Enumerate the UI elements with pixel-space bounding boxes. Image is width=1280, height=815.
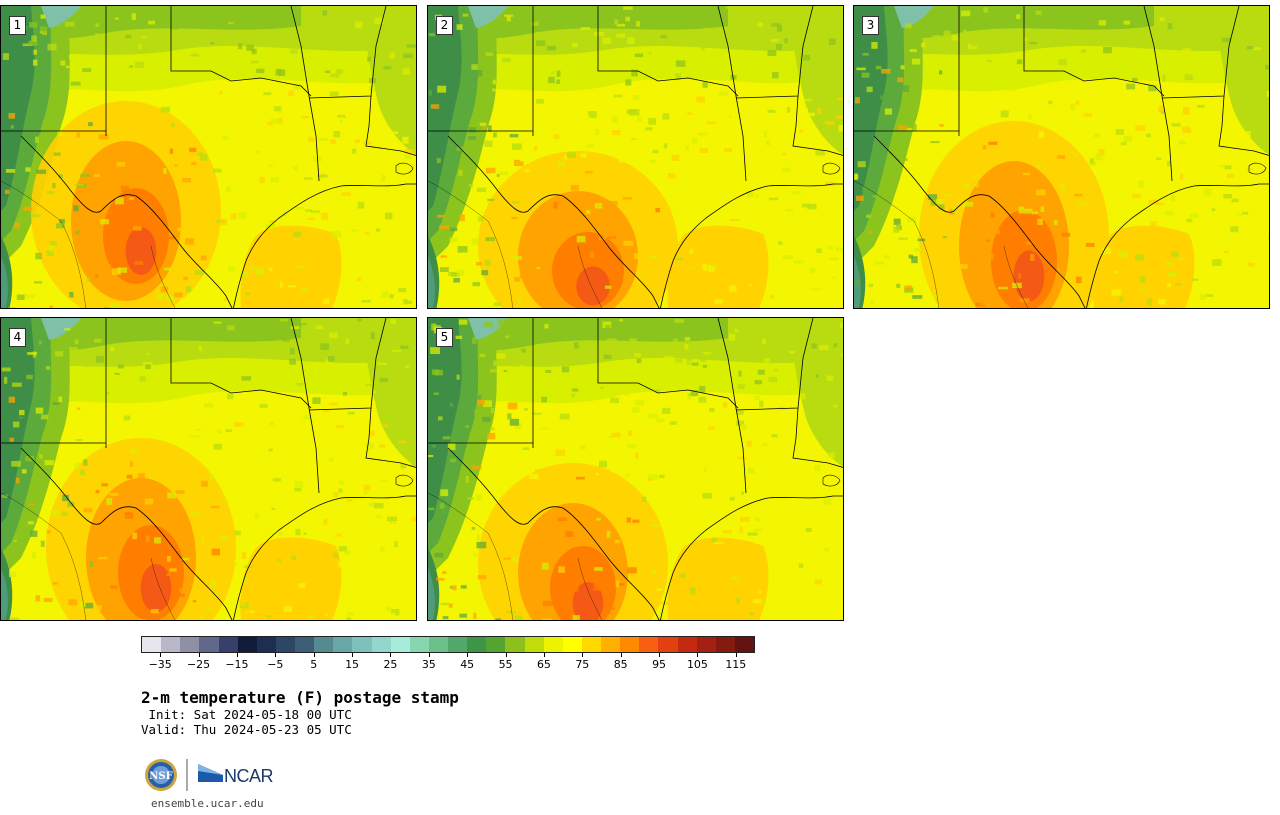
colorbar-swatch bbox=[275, 637, 295, 652]
colorbar-tick-label: 115 bbox=[716, 653, 756, 671]
colorbar-tick-label: 55 bbox=[486, 653, 526, 671]
colorbar-swatch bbox=[581, 637, 601, 652]
logos: NSF NCAR bbox=[145, 759, 273, 791]
map-panel-5: 5 bbox=[427, 317, 844, 621]
colorbar-tick-label: 85 bbox=[601, 653, 641, 671]
colorbar-tick-label: 15 bbox=[332, 653, 372, 671]
valid-time: Valid: Thu 2024-05-23 05 UTC bbox=[141, 722, 352, 737]
colorbar-swatch bbox=[218, 637, 238, 652]
colorbar-ticks: −35 −25 −15 −5 5 15 25 35 45 55 65 75 85 95 105 115 bbox=[141, 653, 755, 673]
colorbar-tick-label: 95 bbox=[639, 653, 679, 671]
ncar-text: NCAR bbox=[224, 766, 273, 786]
temperature-map bbox=[428, 6, 843, 308]
colorbar-swatch bbox=[180, 637, 200, 652]
colorbar-swatch bbox=[390, 637, 410, 652]
temperature-map bbox=[428, 318, 843, 620]
temperature-colorbar bbox=[141, 636, 755, 653]
colorbar-swatch bbox=[505, 637, 525, 652]
colorbar-swatch bbox=[237, 637, 257, 652]
colorbar-swatch bbox=[428, 637, 448, 652]
temperature-map bbox=[1, 318, 416, 620]
nsf-logo-icon: NSF bbox=[145, 759, 177, 791]
colorbar-swatch bbox=[486, 637, 506, 652]
colorbar-tick-label: −25 bbox=[179, 653, 219, 671]
colorbar-swatch bbox=[524, 637, 544, 652]
colorbar-swatch bbox=[295, 637, 315, 652]
colorbar-swatch bbox=[696, 637, 716, 652]
colorbar-swatch bbox=[601, 637, 621, 652]
colorbar-swatch bbox=[543, 637, 563, 652]
colorbar-swatch bbox=[715, 637, 735, 652]
temperature-map bbox=[854, 6, 1269, 308]
colorbar-swatch bbox=[314, 637, 334, 652]
colorbar-swatch bbox=[734, 637, 754, 652]
nsf-text: NSF bbox=[149, 771, 172, 782]
colorbar-tick-label: 5 bbox=[294, 653, 334, 671]
map-panel-1: 1 bbox=[0, 5, 417, 309]
ncar-logo-icon: NCAR bbox=[198, 764, 273, 786]
colorbar-tick-label: −5 bbox=[255, 653, 295, 671]
colorbar-swatch bbox=[371, 637, 391, 652]
colorbar-swatch bbox=[639, 637, 659, 652]
colorbar-tick-label: 65 bbox=[524, 653, 564, 671]
map-panel-2: 2 bbox=[427, 5, 844, 309]
colorbar-swatch bbox=[333, 637, 353, 652]
colorbar-swatch bbox=[467, 637, 487, 652]
member-number: 4 bbox=[9, 328, 26, 347]
member-number: 2 bbox=[436, 16, 453, 35]
colorbar-swatch bbox=[658, 637, 678, 652]
colorbar-swatch bbox=[448, 637, 468, 652]
map-panel-3: 3 bbox=[853, 5, 1270, 309]
colorbar-swatch bbox=[199, 637, 219, 652]
colorbar-swatch bbox=[161, 637, 181, 652]
colorbar-swatch bbox=[256, 637, 276, 652]
colorbar-tick-label: 35 bbox=[409, 653, 449, 671]
member-number: 1 bbox=[9, 16, 26, 35]
figure-title: 2-m temperature (F) postage stamp bbox=[141, 688, 459, 707]
colorbar-tick-label: 25 bbox=[370, 653, 410, 671]
colorbar-tick-label: 105 bbox=[677, 653, 717, 671]
colorbar-swatch bbox=[352, 637, 372, 652]
colorbar-swatch bbox=[562, 637, 582, 652]
member-number: 5 bbox=[436, 328, 453, 347]
member-number: 3 bbox=[862, 16, 879, 35]
colorbar-tick-label: 45 bbox=[447, 653, 487, 671]
colorbar-swatch bbox=[409, 637, 429, 652]
map-panel-4: 4 bbox=[0, 317, 417, 621]
ensemble-url[interactable]: ensemble.ucar.edu bbox=[151, 797, 264, 810]
colorbar-tick-label: −35 bbox=[140, 653, 180, 671]
colorbar-tick-label: 75 bbox=[562, 653, 602, 671]
colorbar-swatch bbox=[142, 637, 162, 652]
colorbar-swatch bbox=[677, 637, 697, 652]
colorbar-tick-label: −15 bbox=[217, 653, 257, 671]
init-time: Init: Sat 2024-05-18 00 UTC bbox=[141, 707, 352, 722]
colorbar-swatch bbox=[620, 637, 640, 652]
temperature-map bbox=[1, 6, 416, 308]
